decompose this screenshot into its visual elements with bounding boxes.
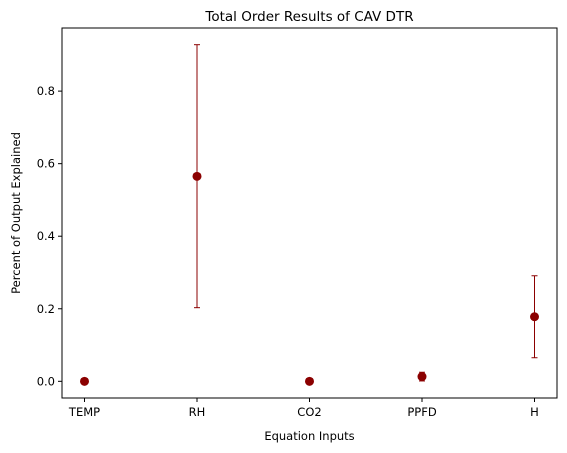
data-point bbox=[193, 172, 202, 181]
x-tick-label: TEMP bbox=[68, 405, 100, 419]
y-tick-label: 0.8 bbox=[37, 84, 55, 98]
x-tick-label: CO2 bbox=[297, 405, 321, 419]
y-tick-label: 0.6 bbox=[37, 157, 55, 171]
plot-frame bbox=[62, 28, 557, 398]
x-tick-label: H bbox=[530, 405, 539, 419]
y-tick-label: 0.0 bbox=[37, 374, 55, 388]
y-axis-label: Percent of Output Explained bbox=[9, 132, 23, 294]
data-point bbox=[418, 372, 427, 381]
chart-title: Total Order Results of CAV DTR bbox=[204, 9, 413, 25]
x-axis-label: Equation Inputs bbox=[264, 429, 354, 443]
x-tick-label: RH bbox=[189, 405, 206, 419]
x-tick-label: PPFD bbox=[407, 405, 436, 419]
y-tick-label: 0.4 bbox=[37, 229, 55, 243]
data-point bbox=[305, 377, 314, 386]
data-point bbox=[530, 312, 539, 321]
y-tick-label: 0.2 bbox=[37, 302, 55, 316]
data-point bbox=[80, 377, 89, 386]
